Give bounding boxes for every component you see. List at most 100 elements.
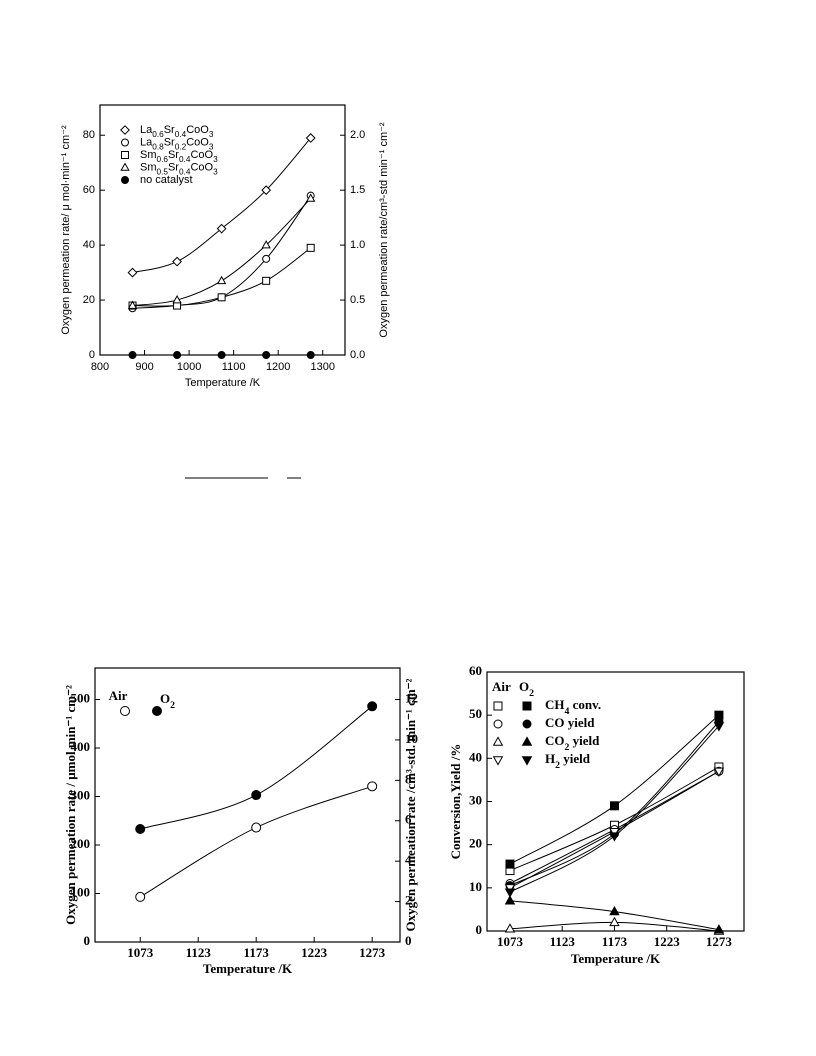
marker bbox=[306, 351, 315, 359]
marker bbox=[609, 916, 620, 927]
y-tick-label: 300 bbox=[71, 787, 91, 802]
legend-label: O2 bbox=[160, 691, 175, 711]
y2-axis-label: Oxygen permeation rate/cm³-std min⁻¹ cm⁻… bbox=[378, 122, 390, 338]
marker bbox=[522, 719, 532, 729]
marker bbox=[127, 300, 138, 309]
x-tick-label: 900 bbox=[135, 361, 153, 373]
marker bbox=[216, 275, 227, 285]
y2-tick-label: 2.0 bbox=[350, 129, 365, 141]
y2-tick-label: 0.0 bbox=[350, 349, 365, 361]
y2-tick-label: 0.5 bbox=[350, 294, 365, 306]
x-tick-label: 1273 bbox=[359, 945, 386, 960]
marker bbox=[713, 924, 725, 934]
marker bbox=[121, 176, 129, 184]
marker bbox=[367, 781, 378, 792]
marker bbox=[120, 706, 130, 716]
legend-header: O2 bbox=[519, 679, 534, 699]
y-tick-label: 0 bbox=[84, 933, 91, 948]
marker bbox=[173, 351, 182, 359]
fit-curve bbox=[509, 766, 720, 872]
x-axis-label: Temperature /K bbox=[185, 377, 261, 389]
marker bbox=[713, 722, 725, 732]
marker bbox=[609, 801, 619, 811]
marker bbox=[217, 351, 226, 359]
legend-label: H2 yield bbox=[545, 751, 591, 771]
plot-frame bbox=[94, 667, 401, 943]
y-tick-label: 100 bbox=[71, 884, 91, 899]
y-tick-label: 60 bbox=[469, 663, 482, 678]
fit-curve bbox=[140, 705, 373, 830]
marker bbox=[261, 185, 272, 196]
y-tick-label: 80 bbox=[83, 129, 95, 141]
marker bbox=[609, 832, 620, 842]
marker bbox=[135, 891, 146, 902]
marker bbox=[262, 351, 271, 359]
marker bbox=[216, 223, 227, 234]
x-tick-label: 800 bbox=[91, 361, 109, 373]
marker bbox=[306, 243, 315, 252]
x-tick-label: 1223 bbox=[301, 945, 328, 960]
x-axis-label: Temperature /K bbox=[203, 961, 293, 976]
x-tick-label: 1123 bbox=[186, 945, 212, 960]
marker bbox=[305, 133, 316, 143]
marker bbox=[120, 162, 130, 171]
marker bbox=[251, 822, 262, 833]
marker bbox=[521, 736, 533, 746]
marker bbox=[217, 293, 226, 302]
y-tick-label: 60 bbox=[83, 184, 95, 196]
marker bbox=[492, 756, 504, 766]
y2-tick-label: 1.5 bbox=[350, 184, 365, 196]
marker bbox=[504, 923, 516, 933]
marker bbox=[522, 701, 532, 711]
legend-label: Sm0.6Sr0.4CoO3 bbox=[140, 149, 218, 164]
marker bbox=[521, 756, 533, 766]
marker bbox=[305, 193, 316, 202]
y2-tick-label: 12 bbox=[405, 691, 418, 706]
y-axis-label: Oxygen permeation rate/ μ mol·min⁻¹ cm⁻² bbox=[60, 125, 72, 335]
chart: 1073 1123 1173 1223 1273 0 10 20 30 40 50 60 Tempera… bbox=[448, 663, 745, 966]
legend-header: Air bbox=[492, 679, 511, 694]
y-tick-label: 20 bbox=[469, 836, 482, 851]
marker bbox=[121, 138, 129, 147]
y-tick-label: 200 bbox=[71, 836, 91, 851]
marker bbox=[262, 254, 271, 263]
y2-tick-label: 1.0 bbox=[350, 239, 365, 251]
marker bbox=[121, 151, 129, 159]
x-tick-label: 1100 bbox=[222, 361, 246, 373]
x-tick-label: 1123 bbox=[550, 934, 576, 949]
y-tick-label: 10 bbox=[469, 879, 482, 894]
x-tick-label: 1073 bbox=[127, 945, 154, 960]
y2-tick-label: 8 bbox=[405, 771, 412, 786]
x-tick-label: 1000 bbox=[177, 361, 201, 373]
legend-label: Sm0.5Sr0.4CoO3 bbox=[140, 161, 218, 176]
fit-curve bbox=[132, 195, 312, 309]
marker bbox=[492, 736, 504, 746]
x-tick-label: 1073 bbox=[497, 934, 524, 949]
marker bbox=[713, 767, 725, 777]
marker bbox=[262, 276, 271, 285]
marker bbox=[127, 267, 138, 278]
y2-tick-label: 6 bbox=[405, 812, 412, 827]
y-tick-label: 40 bbox=[469, 749, 482, 764]
y-axis-label: Conversion,Yield /% bbox=[448, 744, 463, 860]
x-axis-label: Temperature /K bbox=[571, 951, 661, 966]
y-tick-label: 0 bbox=[476, 922, 483, 937]
legend-label: La0.6Sr0.4CoO3 bbox=[140, 124, 214, 139]
marker bbox=[152, 706, 162, 716]
marker bbox=[128, 351, 137, 359]
y-tick-label: 40 bbox=[83, 239, 95, 251]
x-tick-label: 1273 bbox=[706, 934, 733, 949]
marker bbox=[135, 824, 146, 835]
marker bbox=[505, 859, 515, 869]
legend-label: La0.8Sr0.2CoO3 bbox=[140, 136, 214, 151]
legend-label: CH4 conv. bbox=[545, 697, 601, 717]
marker bbox=[367, 701, 378, 712]
legend-label: CO2 yield bbox=[545, 733, 600, 753]
x-tick-label: 1300 bbox=[310, 361, 334, 373]
x-tick-label: 1223 bbox=[654, 934, 681, 949]
marker bbox=[172, 295, 182, 304]
y-tick-label: 20 bbox=[83, 294, 95, 306]
marker bbox=[493, 719, 503, 729]
marker bbox=[261, 240, 271, 249]
